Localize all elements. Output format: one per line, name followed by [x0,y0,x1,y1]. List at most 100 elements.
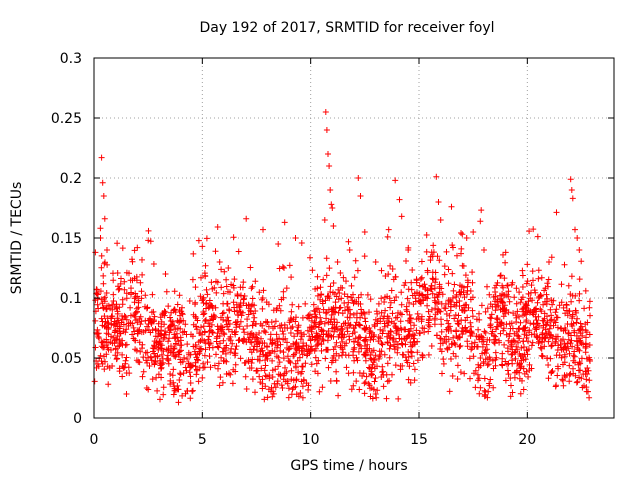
data-point [444,317,450,324]
data-point [553,306,560,313]
data-point [230,234,237,241]
data-point [340,349,347,356]
data-point [280,336,287,343]
data-point [284,325,291,332]
data-point [407,339,414,346]
data-point [98,252,105,259]
data-point [249,295,256,302]
data-point [378,348,385,355]
data-point [457,369,464,376]
data-point [571,348,578,355]
data-point [488,315,495,322]
data-point [155,346,162,353]
data-point [280,376,287,383]
data-point [155,371,162,378]
data-point [552,383,559,390]
data-point [123,391,130,397]
data-point [100,272,107,279]
data-point [221,345,228,352]
data-point [122,360,129,367]
data-point [576,374,583,381]
data-point [573,379,580,386]
data-point [493,315,500,322]
data-point [150,308,157,315]
data-point [424,302,431,309]
data-point [530,321,537,328]
data-point [504,361,510,368]
data-point [184,356,191,362]
x-axis-label: GPS time / hours [290,458,407,474]
data-point [484,362,491,369]
data-point [343,278,349,285]
data-point [298,333,305,340]
data-point [307,336,314,343]
data-point [512,312,519,319]
data-point [214,224,221,230]
data-point [443,311,450,317]
data-point [293,339,300,346]
data-point [446,388,453,395]
data-point [108,315,115,322]
data-point [248,285,255,292]
data-point [108,347,114,353]
data-point [574,315,581,322]
data-point [519,306,526,313]
data-point [293,314,299,321]
y-tick-label: 0.3 [60,51,82,67]
data-point [354,357,361,364]
data-point [302,300,309,307]
data-point [167,371,174,377]
data-point [150,261,157,267]
data-point [123,354,130,361]
data-point [330,280,337,286]
data-point [355,335,362,342]
data-point [516,351,523,357]
data-point [316,388,323,395]
data-point [205,340,212,346]
data-point [570,365,576,372]
data-point [353,378,360,385]
data-point [424,287,431,294]
data-point [521,344,527,350]
data-point [339,326,346,333]
data-point [391,297,398,304]
data-point [500,299,507,306]
data-point [325,151,331,157]
data-point [159,311,166,318]
data-point [434,294,441,300]
data-point [217,374,224,381]
data-point [384,378,391,385]
data-point [112,345,119,352]
data-point [499,291,506,297]
data-point [280,294,287,301]
data-point [418,318,425,325]
data-point [91,378,98,385]
data-point [102,259,108,266]
data-point [94,326,101,333]
data-point [378,309,385,316]
data-point [445,280,452,287]
data-point [162,328,169,335]
data-point [429,290,436,297]
data-point [132,317,139,324]
data-point [372,375,379,381]
data-point [548,254,555,261]
data-point [416,330,423,337]
data-point [435,199,442,205]
data-point [498,321,505,328]
data-point [448,327,455,334]
data-point [213,289,220,296]
data-point [459,231,466,238]
data-point [243,215,250,222]
data-point [503,331,510,338]
data-point [379,330,386,337]
data-point [226,335,233,342]
data-point [570,320,577,327]
data-point [168,309,175,316]
data-point [157,331,164,338]
data-point [233,343,240,350]
data-point [468,323,474,330]
data-point [568,332,574,339]
data-point [133,277,140,284]
data-point [318,328,325,335]
